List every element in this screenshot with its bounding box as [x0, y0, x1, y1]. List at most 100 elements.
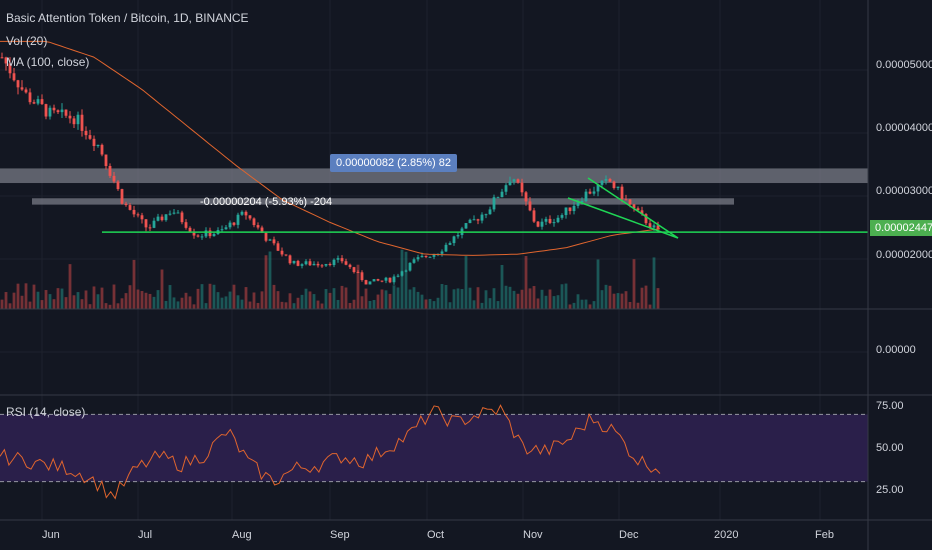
- volume-bar: [388, 293, 392, 309]
- chart-title: Basic Attention Token / Bitcoin, 1D, BIN…: [6, 11, 249, 25]
- volume-bar: [16, 283, 20, 309]
- candle-body: [96, 144, 100, 147]
- volume-bar: [456, 288, 460, 309]
- rsi-legend[interactable]: RSI (14, close): [6, 405, 86, 419]
- volume-bar: [468, 287, 472, 309]
- candle-body: [288, 255, 292, 264]
- candle-body: [232, 222, 236, 225]
- candle-body: [392, 276, 396, 283]
- volume-bar: [156, 290, 160, 309]
- rsi-tick: 25.00: [876, 484, 904, 496]
- volume-bar: [12, 292, 16, 309]
- volume-bar: [0, 299, 4, 309]
- candle-body: [120, 189, 124, 204]
- time-tick: Oct: [427, 529, 445, 541]
- volume-bar: [620, 293, 624, 309]
- volume-bar: [44, 290, 48, 309]
- time-tick: Sep: [330, 529, 350, 541]
- volume-bar: [328, 292, 332, 309]
- volume-bar: [32, 284, 36, 309]
- candle-body: [332, 259, 336, 266]
- candle-body: [136, 214, 140, 216]
- volume-bar: [580, 299, 584, 309]
- candle-body: [448, 243, 452, 245]
- volume-bar: [136, 289, 140, 309]
- candle-body: [588, 191, 592, 194]
- volume-bar: [284, 302, 288, 309]
- volume-bar: [92, 286, 96, 309]
- volume-bar: [232, 284, 236, 309]
- volume-bar: [24, 283, 28, 309]
- candle-body: [184, 222, 188, 228]
- volume-bar: [448, 302, 452, 309]
- candle-body: [384, 277, 388, 281]
- volume-bar: [396, 287, 400, 309]
- volume-bar: [392, 285, 396, 309]
- volume-bar: [372, 300, 376, 309]
- volume-bar: [480, 302, 484, 309]
- candle-body: [656, 225, 660, 230]
- volume-bar: [452, 289, 456, 309]
- candle-body: [44, 104, 48, 117]
- current-price-label: 0.00002447: [870, 220, 932, 236]
- candle-body: [628, 199, 632, 205]
- candle-body: [244, 211, 248, 216]
- candle-body: [472, 219, 476, 221]
- volume-bar: [36, 291, 40, 309]
- candle-body: [188, 227, 192, 232]
- candle-body: [484, 214, 488, 216]
- candle-body: [648, 223, 652, 228]
- candle-body: [512, 179, 516, 182]
- volume-bar: [104, 303, 108, 309]
- candle-body: [372, 279, 376, 282]
- volume-bar: [28, 301, 32, 309]
- candle-body: [508, 181, 512, 186]
- candle-body: [248, 215, 252, 219]
- candle-body: [516, 179, 520, 183]
- candle-body: [52, 107, 56, 111]
- candle-body: [496, 197, 500, 199]
- ma-legend[interactable]: MA (100, close): [6, 55, 90, 69]
- candle-body: [300, 264, 304, 266]
- candle-body: [20, 87, 24, 90]
- resistance-zone-lower: [32, 198, 734, 205]
- time-tick: Nov: [523, 529, 543, 541]
- candle-body: [312, 263, 316, 266]
- candle-body: [636, 208, 640, 211]
- volume-bar: [8, 303, 12, 309]
- volume-bar: [324, 289, 328, 309]
- candle-body: [60, 109, 64, 113]
- volume-bar: [276, 291, 280, 309]
- volume-bar: [204, 303, 208, 309]
- volume-bar: [340, 285, 344, 309]
- candle-body: [272, 239, 276, 244]
- volume-bar: [596, 259, 600, 309]
- volume-bar: [116, 303, 120, 309]
- volume-bar: [184, 292, 188, 309]
- candle-body: [296, 260, 300, 266]
- time-tick: 2020: [714, 529, 739, 541]
- candle-body: [344, 261, 348, 265]
- candle-body: [536, 221, 540, 227]
- candle-body: [396, 275, 400, 277]
- volume-bar: [208, 283, 212, 309]
- volume-bar: [408, 289, 412, 309]
- candle-body: [420, 255, 424, 258]
- volume-bar: [168, 285, 172, 309]
- candle-body: [260, 227, 264, 234]
- volume-legend[interactable]: Vol (20): [6, 34, 48, 48]
- volume-bar: [476, 287, 480, 309]
- candle-body: [172, 212, 176, 214]
- volume-bar: [364, 288, 368, 309]
- candle-body: [240, 211, 244, 215]
- volume-bars: [0, 249, 660, 309]
- volume-bar: [548, 289, 552, 309]
- candle-body: [556, 217, 560, 223]
- volume-bar: [108, 304, 112, 309]
- volume-bar: [200, 284, 204, 309]
- volume-bar: [228, 291, 232, 309]
- volume-bar: [292, 303, 296, 309]
- candle-body: [380, 280, 384, 282]
